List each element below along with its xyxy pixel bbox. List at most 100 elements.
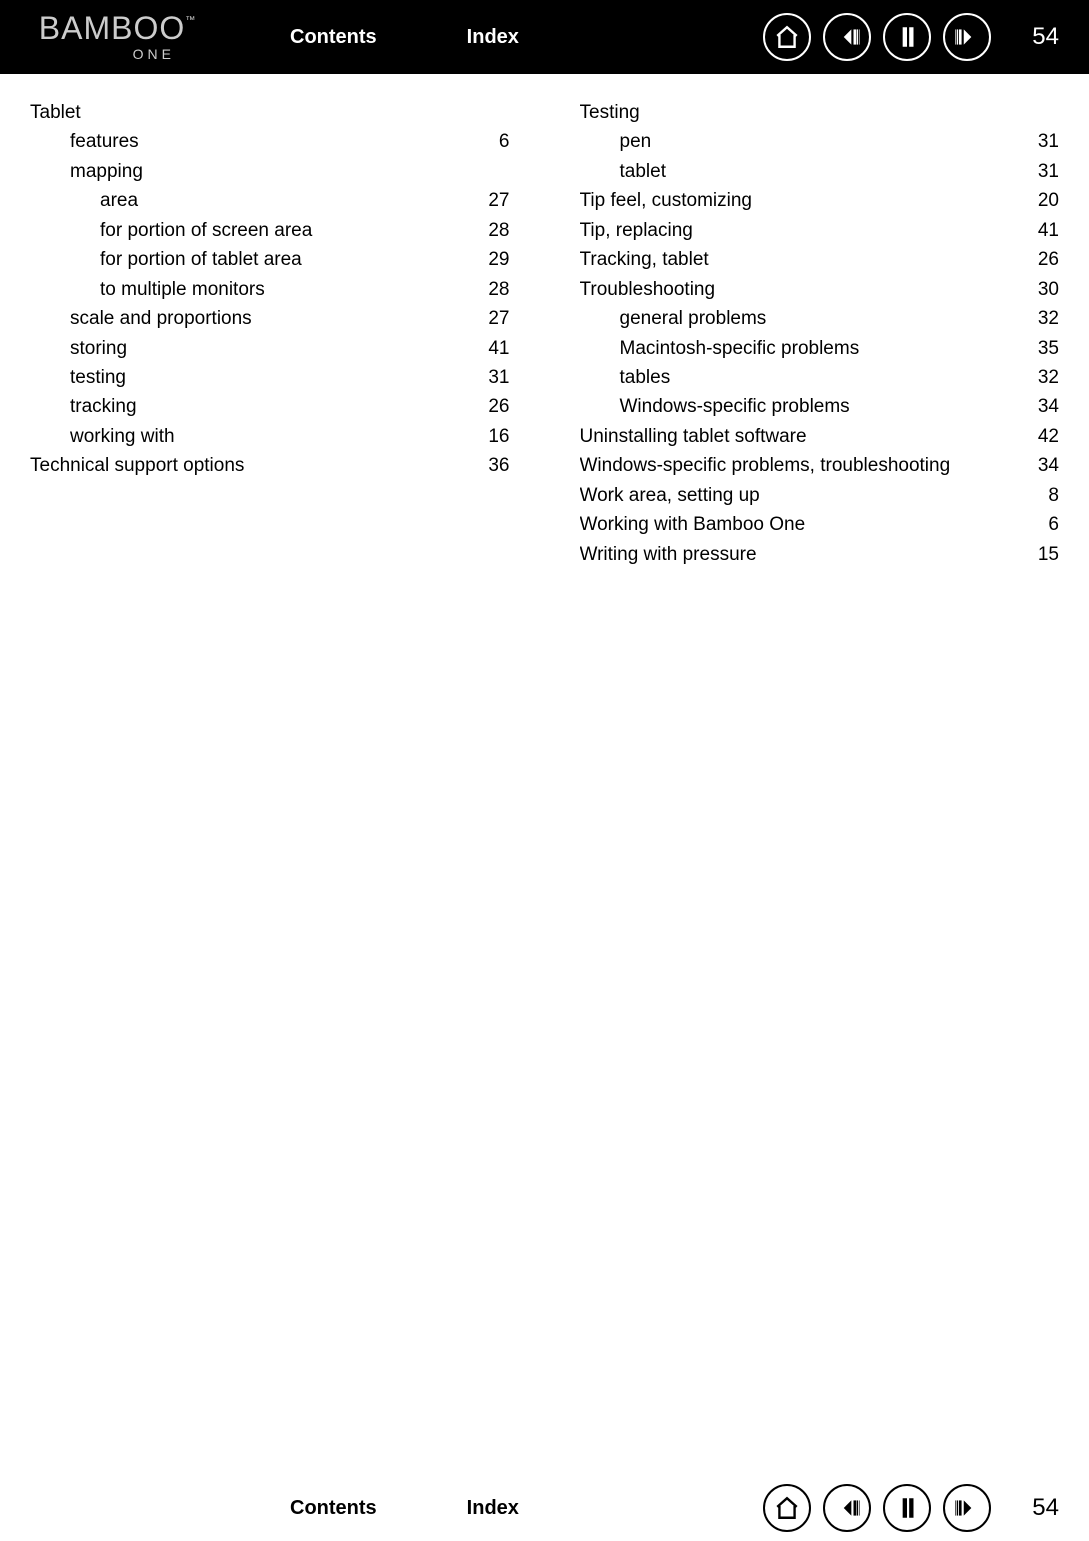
index-content: Tabletfeatures6mappingarea27for portion … — [0, 74, 1089, 593]
index-entry-page — [1019, 98, 1059, 127]
index-entry[interactable]: for portion of tablet area29 — [30, 245, 510, 274]
index-column-right: Testingpen31tablet31Tip feel, customizin… — [580, 98, 1060, 569]
index-entry[interactable]: Work area, setting up8 — [580, 481, 1060, 510]
index-entry-page: 32 — [1019, 363, 1059, 392]
home-icon[interactable] — [763, 1484, 811, 1532]
index-entry-page: 31 — [470, 363, 510, 392]
index-entry-label: Working with Bamboo One — [580, 510, 1020, 539]
index-entry-label: tracking — [30, 392, 470, 421]
index-entry-page: 28 — [470, 275, 510, 304]
index-entry-page: 35 — [1019, 334, 1059, 363]
top-navbar: BAMBOO™ ONE Contents Index 54 — [0, 0, 1089, 74]
index-entry[interactable]: pen31 — [580, 127, 1060, 156]
index-entry-page: 16 — [470, 422, 510, 451]
index-entry[interactable]: features6 — [30, 127, 510, 156]
bottom-navbar: Contents Index 54 — [0, 1475, 1089, 1541]
index-entry[interactable]: scale and proportions27 — [30, 304, 510, 333]
index-entry[interactable]: Working with Bamboo One6 — [580, 510, 1060, 539]
index-entry[interactable]: for portion of screen area28 — [30, 216, 510, 245]
index-entry-page: 27 — [470, 186, 510, 215]
index-entry-label: Tip feel, customizing — [580, 186, 1020, 215]
index-entry-label: pen — [580, 127, 1020, 156]
index-entry-label: Tablet — [30, 98, 470, 127]
index-entry-label: Work area, setting up — [580, 481, 1020, 510]
first-page-icon[interactable] — [823, 13, 871, 61]
index-entry-page — [470, 157, 510, 186]
index-entry-label: general problems — [580, 304, 1020, 333]
index-entry[interactable]: Tip, replacing41 — [580, 216, 1060, 245]
index-entry[interactable]: mapping — [30, 157, 510, 186]
index-entry-page: 41 — [470, 334, 510, 363]
nav-icons-group — [763, 13, 991, 61]
page-number-top: 54 — [1019, 23, 1059, 51]
index-entry[interactable]: Tip feel, customizing20 — [580, 186, 1060, 215]
index-entry-page: 8 — [1019, 481, 1059, 510]
index-entry[interactable]: tablet31 — [580, 157, 1060, 186]
index-entry-page: 15 — [1019, 540, 1059, 569]
home-icon[interactable] — [763, 13, 811, 61]
index-entry[interactable]: testing31 — [30, 363, 510, 392]
prev-page-icon[interactable] — [883, 13, 931, 61]
index-entry-page: 42 — [1019, 422, 1059, 451]
index-column-left: Tabletfeatures6mappingarea27for portion … — [30, 98, 510, 569]
contents-link[interactable]: Contents — [290, 26, 377, 49]
index-entry-label: tables — [580, 363, 1020, 392]
contents-link-bottom[interactable]: Contents — [290, 1497, 377, 1520]
index-entry[interactable]: Testing — [580, 98, 1060, 127]
index-entry[interactable]: tables32 — [580, 363, 1060, 392]
index-entry[interactable]: Windows-specific problems, troubleshooti… — [580, 451, 1060, 480]
index-entry-page: 34 — [1019, 451, 1059, 480]
logo-text: BAMBOO™ — [39, 12, 196, 44]
index-entry[interactable]: working with16 — [30, 422, 510, 451]
first-page-icon[interactable] — [823, 1484, 871, 1532]
next-page-icon[interactable] — [943, 13, 991, 61]
index-entry[interactable]: Technical support options36 — [30, 451, 510, 480]
index-entry-label: features — [30, 127, 470, 156]
index-entry-page: 31 — [1019, 157, 1059, 186]
index-entry-page: 20 — [1019, 186, 1059, 215]
index-entry[interactable]: Tablet — [30, 98, 510, 127]
index-entry-page: 28 — [470, 216, 510, 245]
index-entry[interactable]: Uninstalling tablet software42 — [580, 422, 1060, 451]
index-entry-label: Windows-specific problems, troubleshooti… — [580, 451, 1020, 480]
index-entry-label: for portion of tablet area — [30, 245, 470, 274]
index-entry-page: 36 — [470, 451, 510, 480]
logo-subtext: ONE — [133, 46, 175, 62]
index-entry[interactable]: to multiple monitors28 — [30, 275, 510, 304]
index-entry-page: 30 — [1019, 275, 1059, 304]
index-entry[interactable]: Writing with pressure15 — [580, 540, 1060, 569]
next-page-icon[interactable] — [943, 1484, 991, 1532]
index-entry-page: 27 — [470, 304, 510, 333]
index-entry[interactable]: general problems32 — [580, 304, 1060, 333]
index-link-bottom[interactable]: Index — [467, 1497, 519, 1520]
index-entry[interactable]: Macintosh-specific problems35 — [580, 334, 1060, 363]
index-entry-page: 29 — [470, 245, 510, 274]
index-entry-label: scale and proportions — [30, 304, 470, 333]
index-entry[interactable]: Tracking, tablet26 — [580, 245, 1060, 274]
index-entry-label: Testing — [580, 98, 1020, 127]
index-entry-label: Tracking, tablet — [580, 245, 1020, 274]
index-entry-label: tablet — [580, 157, 1020, 186]
page-number-bottom: 54 — [1019, 1494, 1059, 1522]
index-entry[interactable]: Troubleshooting30 — [580, 275, 1060, 304]
index-entry-label: for portion of screen area — [30, 216, 470, 245]
index-entry-page — [470, 98, 510, 127]
index-entry-page: 6 — [470, 127, 510, 156]
index-entry[interactable]: area27 — [30, 186, 510, 215]
index-entry-label: Macintosh-specific problems — [580, 334, 1020, 363]
index-entry[interactable]: Windows-specific problems34 — [580, 392, 1060, 421]
index-entry-label: Tip, replacing — [580, 216, 1020, 245]
index-entry-page: 26 — [1019, 245, 1059, 274]
prev-page-icon[interactable] — [883, 1484, 931, 1532]
index-entry-label: Troubleshooting — [580, 275, 1020, 304]
index-entry-label: Technical support options — [30, 451, 470, 480]
index-entry-label: Writing with pressure — [580, 540, 1020, 569]
index-entry[interactable]: storing41 — [30, 334, 510, 363]
logo: BAMBOO™ ONE — [30, 12, 205, 62]
index-entry-label: to multiple monitors — [30, 275, 470, 304]
index-entry-label: Uninstalling tablet software — [580, 422, 1020, 451]
index-link[interactable]: Index — [467, 26, 519, 49]
index-entry[interactable]: tracking26 — [30, 392, 510, 421]
index-entry-label: area — [30, 186, 470, 215]
index-entry-page: 31 — [1019, 127, 1059, 156]
